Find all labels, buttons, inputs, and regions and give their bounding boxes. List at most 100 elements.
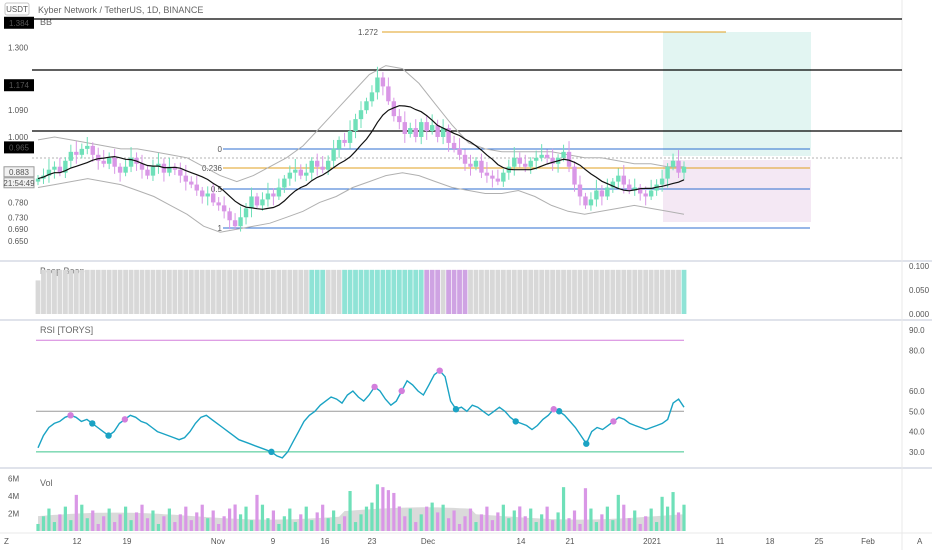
beep-boop-bar — [369, 269, 375, 314]
rsi-axis[interactable]: 90.0 80.0 60.0 50.0 40.0 30.0 — [909, 326, 925, 457]
candle-body — [424, 122, 429, 132]
volume-bar — [52, 522, 57, 531]
beep-boop-bar — [495, 269, 501, 314]
time-tick-label: Feb — [861, 537, 875, 546]
price-tick-label: 0.650 — [8, 237, 29, 246]
beep-boop-bar — [643, 269, 649, 314]
candle-body — [117, 166, 123, 173]
rsi-tick-label: 30.0 — [909, 448, 925, 457]
volume-bar — [310, 520, 314, 531]
beep-boop-bar — [594, 269, 599, 314]
volume-bar — [195, 512, 199, 531]
volume-bar — [567, 518, 571, 531]
rsi-signal-dot — [89, 420, 96, 427]
candle-body — [594, 190, 599, 200]
beep-boop-bar — [331, 269, 337, 314]
beep-boop-bar — [544, 269, 550, 314]
volume-bar — [392, 492, 396, 531]
rsi-signal-dot — [512, 418, 519, 425]
beep-boop-bar — [46, 269, 52, 314]
beep-boop-bar — [577, 269, 583, 314]
volume-axis[interactable]: 6M 4M 2M — [8, 474, 19, 518]
beep-boop-bar — [632, 269, 638, 314]
rsi-signal-dot — [555, 408, 563, 415]
beep-boop-bar — [637, 269, 643, 314]
candle-body — [451, 142, 457, 149]
volume-bar — [463, 516, 467, 531]
currency-badge-bg — [4, 2, 30, 16]
candle-body — [249, 196, 254, 209]
candle-body — [309, 160, 314, 173]
chart-title: Kyber Network / TetherUS, 1D, BINANCE — [38, 5, 203, 15]
beep-boop-bar — [604, 269, 610, 314]
volume-bar — [397, 506, 401, 531]
candle-body — [353, 119, 358, 132]
beep-boop-bar — [676, 269, 681, 314]
candle-body — [659, 178, 665, 185]
beep-boop-bar — [342, 269, 347, 314]
candle-body — [205, 193, 210, 197]
candle-body — [380, 77, 386, 87]
volume-bar — [605, 506, 609, 531]
beep-boop-bar — [314, 269, 320, 314]
volume-bar — [321, 504, 325, 531]
candle-body — [501, 172, 506, 182]
candle-body — [358, 110, 364, 120]
time-axis[interactable]: 12 19 Nov 9 16 23 Dec 14 21 2021 11 18 25 Feb — [73, 537, 876, 546]
candle-body — [282, 178, 287, 188]
long-position-profit-zone[interactable] — [663, 32, 811, 156]
candle-body — [490, 175, 495, 179]
candle-body — [512, 157, 517, 167]
candle-body — [35, 178, 41, 182]
volume-bar — [353, 522, 358, 531]
volume-bar — [80, 504, 84, 531]
volume-bar — [266, 518, 270, 531]
beep-boop-bar — [145, 269, 150, 314]
candle-body — [63, 160, 68, 173]
beep-boop-bar — [249, 269, 254, 314]
candle-body — [200, 190, 205, 197]
volume-bar — [326, 518, 330, 531]
time-tick-label: 12 — [73, 537, 82, 546]
candle-body — [588, 199, 594, 206]
candle-body — [484, 172, 490, 176]
candle-body — [577, 184, 583, 197]
time-tick-label: 11 — [716, 537, 725, 546]
beep-boop-bar — [271, 269, 276, 314]
level-flag-value: 1.174 — [9, 81, 30, 90]
long-position-loss-zone[interactable] — [663, 160, 811, 222]
beep-boop-axis[interactable]: 0.100 0.050 0.000 — [909, 262, 930, 319]
time-tick-label: 23 — [368, 537, 377, 546]
volume-bar — [41, 516, 46, 531]
volume-bar — [638, 523, 642, 531]
volume-bar — [490, 520, 494, 531]
beep-boop-bar — [188, 269, 194, 314]
candle-body — [533, 157, 539, 161]
candle-body — [528, 160, 533, 167]
beep-boop-bar — [150, 269, 156, 314]
candle-body — [57, 166, 63, 173]
volume-bar — [436, 512, 440, 531]
volume-bar — [529, 508, 533, 531]
candle-body — [221, 205, 227, 212]
price-tick-label: 1.090 — [8, 106, 29, 115]
beep-boop-bar — [522, 269, 528, 314]
beep-boop-bar — [303, 269, 309, 314]
candle-body — [331, 148, 336, 161]
beep-boop-bar — [254, 269, 260, 314]
fib-label-05: 0.5 — [211, 185, 223, 194]
price-tick-label: 0.690 — [8, 225, 29, 234]
volume-bar — [375, 484, 380, 531]
candle-body — [287, 172, 293, 179]
candle-body — [79, 148, 84, 155]
volume-tick-label: 6M — [8, 474, 19, 483]
beep-boop-bar — [73, 269, 79, 314]
beep-boop-bar — [57, 269, 63, 314]
beep-tick-label: 0.100 — [909, 262, 930, 271]
candle-body — [402, 122, 407, 134]
volume-bar — [496, 512, 500, 531]
candle-body — [254, 196, 260, 206]
candle-body — [627, 184, 632, 191]
beep-boop-bar — [451, 269, 457, 314]
